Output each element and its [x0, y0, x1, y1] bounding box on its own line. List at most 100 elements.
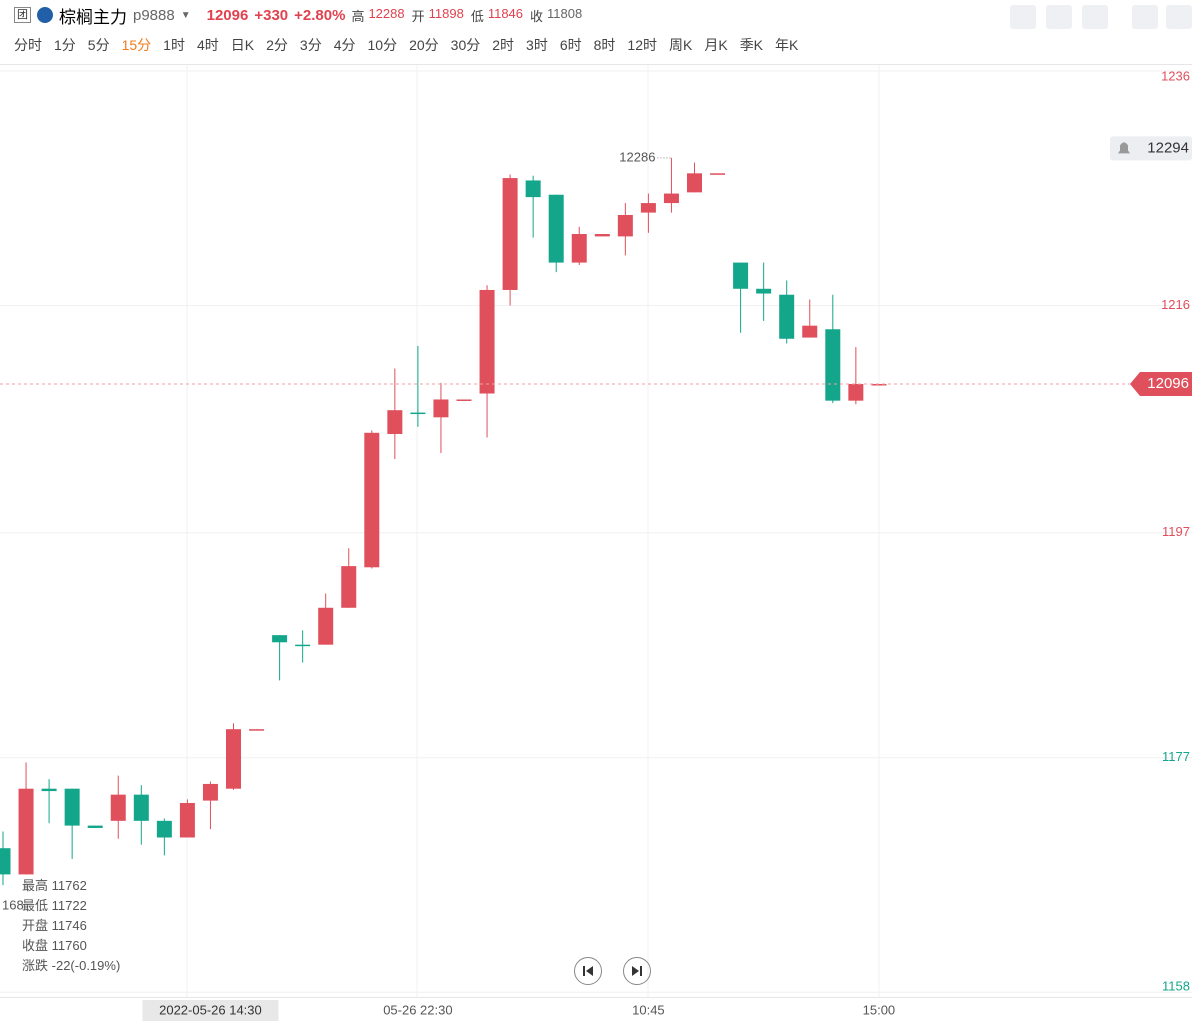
candle-body	[733, 262, 749, 289]
period-bar: 分时 1分 5分 15分 1时 4时 日K 2分 3分 4分 10分 20分 30分 2时 3时 6时 8时 12…	[14, 35, 798, 55]
period[interactable]: 8时	[593, 37, 616, 53]
period[interactable]: 2分	[266, 37, 288, 53]
candle-body	[410, 412, 426, 415]
stat-label: 收	[530, 8, 544, 24]
candle-body	[387, 410, 403, 434]
candle-body	[848, 383, 864, 401]
x-tick-label: 15:00	[863, 1002, 896, 1017]
tooltip-value: 11746	[51, 918, 87, 933]
x-tick-label: 05-26 22:30	[383, 1002, 452, 1017]
last-price-label: 12096	[1147, 375, 1189, 392]
draw-tool[interactable]	[1046, 5, 1072, 29]
period[interactable]: 1时	[163, 37, 185, 53]
y-tick-label: 1177	[1162, 749, 1190, 764]
period[interactable]: 5分	[87, 37, 110, 53]
stat-value: 12288	[368, 5, 405, 21]
change-pct: +2.80%	[294, 6, 346, 24]
candle-body	[502, 178, 518, 290]
period[interactable]: 20分	[409, 37, 439, 53]
candle-body	[802, 325, 818, 338]
candle-body	[364, 432, 380, 568]
close[interactable]	[1166, 5, 1192, 29]
candle-body	[594, 234, 610, 237]
candle-body	[179, 802, 195, 838]
alert-label: 12294	[1147, 139, 1189, 156]
prev-button[interactable]	[574, 957, 602, 985]
period[interactable]: 月K	[704, 37, 728, 53]
tooltip-value: 11762	[51, 878, 87, 893]
period[interactable]: 6时	[559, 37, 582, 53]
candle-body	[825, 329, 841, 401]
candle-tool[interactable]	[1082, 5, 1108, 29]
candle-body	[0, 848, 11, 875]
next-button[interactable]	[623, 957, 651, 985]
y-tick-label: 1197	[1162, 524, 1190, 539]
period[interactable]: 分时	[14, 37, 42, 53]
candle-body	[110, 794, 126, 821]
candle-body	[548, 194, 564, 263]
badge: 团	[14, 7, 31, 23]
candle-body	[710, 173, 726, 175]
period[interactable]: 日K	[230, 37, 255, 53]
tooltip-row: 最低 11722	[22, 896, 120, 916]
candle-body	[202, 783, 218, 801]
candle-body	[133, 794, 149, 821]
period[interactable]: 4分	[333, 37, 356, 53]
period[interactable]: 季K	[739, 37, 764, 53]
high-label: 12286	[619, 149, 655, 164]
candle-body	[295, 644, 311, 647]
tooltip-value: 11760	[51, 938, 87, 953]
header: 团 棕榈主力 p9888 ▼ 12096 +330 +2.80% 高 12288 开 1…	[14, 4, 585, 27]
candle-body	[64, 788, 80, 826]
period[interactable]: 3时	[526, 37, 548, 53]
period[interactable]: 年K	[775, 37, 799, 53]
period[interactable]: 1分	[54, 37, 76, 53]
period[interactable]: 12时	[627, 37, 657, 53]
caret[interactable]: ▼	[180, 9, 191, 21]
candle-body	[756, 288, 772, 294]
tooltip-row: 开盘 11746	[22, 916, 120, 936]
candle-body	[226, 729, 241, 789]
icon	[632, 966, 642, 976]
candle-body	[272, 635, 288, 643]
stat-label: 开	[411, 8, 425, 24]
candle-body	[41, 788, 57, 792]
stat-value: 11898	[428, 5, 464, 21]
tooltip-label: 涨跌	[22, 958, 49, 973]
candle-body	[18, 788, 34, 875]
shrink[interactable]	[1132, 5, 1158, 29]
candle-body	[87, 825, 103, 828]
period[interactable]: 周K	[669, 37, 693, 53]
tooltip-row: 涨跌 -22(-0.19%)	[22, 956, 120, 976]
candle-body	[779, 294, 795, 339]
tooltip-label: 开盘	[22, 918, 49, 933]
candle-body	[871, 383, 887, 386]
candle-body	[249, 729, 265, 731]
price: 12096	[206, 6, 249, 24]
candle-body	[318, 607, 334, 645]
period[interactable]: 15分	[121, 37, 152, 53]
period[interactable]: 2时	[492, 37, 515, 53]
line-tool[interactable]	[1010, 5, 1036, 29]
code[interactable]: p9888	[133, 6, 175, 24]
period[interactable]: 10分	[367, 37, 398, 53]
candle-body	[341, 566, 357, 608]
stat-label: 低	[470, 8, 484, 24]
period[interactable]: 30分	[450, 37, 481, 53]
tooltip-label: 最高	[22, 878, 49, 893]
y-tick-label: 1236	[1161, 68, 1190, 83]
tooltip-row: 最高 11762	[22, 876, 120, 896]
tooltip-label: 收盘	[22, 938, 49, 953]
candle-body	[571, 234, 587, 263]
candle-body	[663, 193, 679, 204]
candle-body	[479, 289, 495, 394]
period[interactable]: 3分	[299, 37, 322, 53]
logo	[37, 7, 53, 23]
period[interactable]: 4时	[196, 37, 219, 53]
tooltip-label: 最低	[22, 898, 49, 913]
candle-body	[156, 820, 172, 838]
y-tick-label: 1216	[1161, 297, 1190, 312]
alert-tag	[1110, 136, 1192, 161]
y-tick-label: 1158	[1162, 979, 1190, 994]
